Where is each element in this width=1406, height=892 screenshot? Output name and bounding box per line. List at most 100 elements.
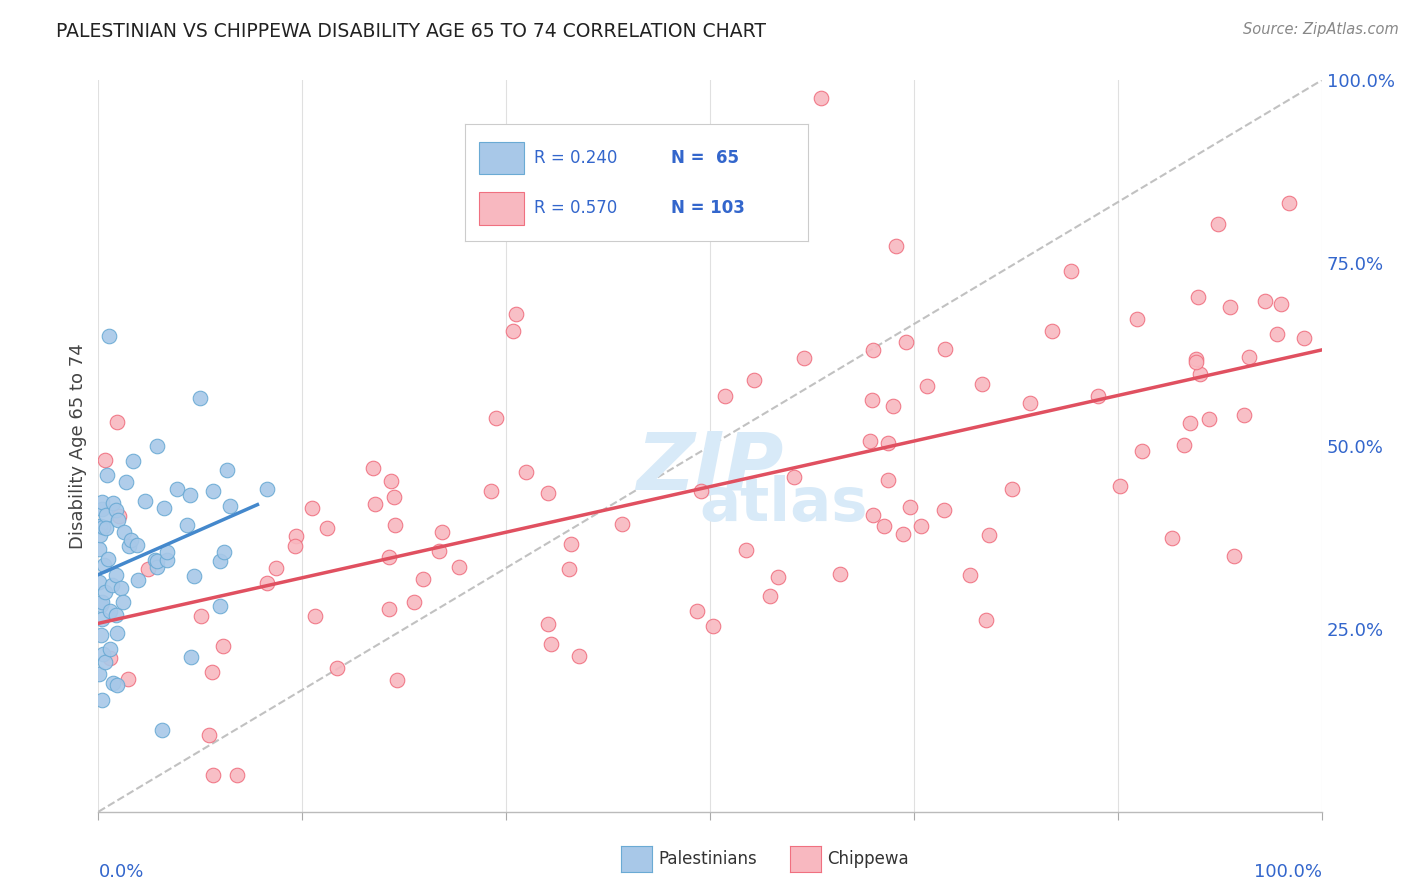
- Point: [385, 673, 408, 687]
- Point: [98, 651, 121, 665]
- Point: [1109, 479, 1132, 493]
- Point: [208, 599, 231, 613]
- Point: [1233, 408, 1256, 422]
- Point: [612, 517, 634, 532]
- Point: [1000, 482, 1022, 496]
- Point: [146, 554, 169, 568]
- Point: [384, 518, 406, 533]
- Point: [93, 558, 115, 573]
- Point: [430, 524, 453, 539]
- Point: [891, 527, 914, 541]
- Point: [1160, 532, 1182, 546]
- Point: [143, 553, 166, 567]
- Text: N = 103: N = 103: [671, 200, 745, 218]
- Point: [479, 483, 502, 498]
- Point: [810, 91, 832, 105]
- Point: [1087, 389, 1109, 403]
- Point: [315, 521, 337, 535]
- Point: [91, 495, 114, 509]
- Point: [226, 768, 249, 782]
- Point: [115, 475, 138, 490]
- Point: [793, 351, 815, 365]
- Point: [91, 595, 114, 609]
- Text: atlas: atlas: [699, 475, 868, 534]
- Point: [1265, 327, 1288, 342]
- Point: [94, 521, 117, 535]
- Point: [146, 439, 169, 453]
- Point: [211, 639, 233, 653]
- Point: [1237, 350, 1260, 364]
- Point: [105, 626, 128, 640]
- Point: [111, 595, 134, 609]
- Point: [1270, 297, 1292, 311]
- Point: [190, 609, 212, 624]
- Point: [1223, 549, 1246, 564]
- Point: [96, 467, 118, 482]
- Text: PALESTINIAN VS CHIPPEWA DISABILITY AGE 65 TO 74 CORRELATION CHART: PALESTINIAN VS CHIPPEWA DISABILITY AGE 6…: [56, 22, 766, 41]
- Point: [412, 572, 434, 586]
- Text: 100.0%: 100.0%: [1254, 863, 1322, 881]
- Point: [89, 528, 111, 542]
- Point: [378, 550, 401, 565]
- Point: [1198, 412, 1220, 426]
- Text: R = 0.570: R = 0.570: [534, 200, 617, 218]
- Point: [1040, 324, 1063, 338]
- Point: [94, 508, 117, 522]
- Point: [742, 373, 765, 387]
- Point: [560, 537, 582, 551]
- Point: [94, 584, 117, 599]
- Point: [568, 648, 591, 663]
- Point: [537, 617, 560, 632]
- Point: [93, 452, 115, 467]
- Point: [117, 672, 139, 686]
- Point: [537, 485, 560, 500]
- Point: [94, 655, 117, 669]
- Point: [107, 509, 129, 524]
- Point: [1059, 264, 1081, 278]
- Point: [1126, 312, 1149, 326]
- Point: [1254, 293, 1277, 308]
- Point: [1294, 331, 1316, 345]
- Point: [540, 637, 562, 651]
- Point: [98, 642, 121, 657]
- Point: [877, 435, 900, 450]
- Point: [485, 411, 508, 425]
- Point: [830, 567, 852, 582]
- Point: [873, 518, 896, 533]
- Point: [180, 650, 202, 665]
- Point: [212, 545, 235, 559]
- Point: [89, 519, 111, 533]
- Point: [90, 598, 112, 612]
- Point: [117, 540, 139, 554]
- Point: [101, 676, 124, 690]
- Text: N =  65: N = 65: [671, 149, 740, 167]
- Point: [447, 559, 470, 574]
- Point: [256, 482, 278, 496]
- Point: [702, 618, 724, 632]
- Point: [859, 434, 882, 448]
- Point: [326, 661, 349, 675]
- Text: Palestinians: Palestinians: [658, 850, 756, 868]
- Point: [862, 343, 884, 357]
- Text: R = 0.240: R = 0.240: [534, 149, 617, 167]
- Point: [112, 525, 135, 540]
- Point: [1184, 355, 1206, 369]
- Point: [686, 604, 709, 618]
- Point: [714, 389, 737, 403]
- Point: [201, 768, 224, 782]
- Point: [136, 561, 159, 575]
- Point: [150, 723, 173, 737]
- Point: [90, 501, 112, 516]
- Point: [91, 647, 114, 661]
- Point: [156, 552, 179, 566]
- Point: [89, 541, 111, 556]
- Point: [505, 307, 527, 321]
- Point: [304, 609, 326, 624]
- Point: [972, 377, 994, 392]
- Point: [884, 239, 907, 253]
- Point: [105, 678, 128, 692]
- Point: [377, 602, 399, 616]
- Point: [1178, 416, 1201, 430]
- Point: [380, 474, 402, 488]
- Point: [198, 728, 221, 742]
